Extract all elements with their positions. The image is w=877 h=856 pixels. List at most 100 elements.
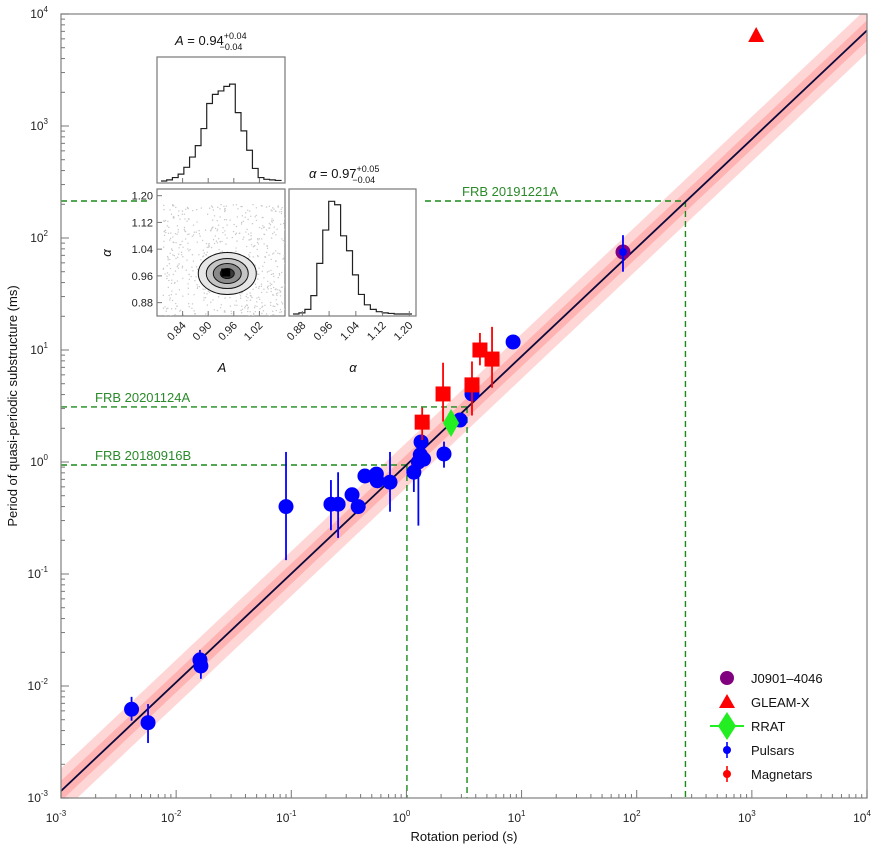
inset-sample-dot xyxy=(286,271,287,272)
y-tick-label: 104 xyxy=(30,5,48,21)
inset-sample-dot xyxy=(210,301,212,303)
inset-sample-dot xyxy=(232,204,234,206)
inset-sample-dot xyxy=(242,238,244,241)
inset-sample-dot xyxy=(223,208,226,210)
fit-confidence-bands xyxy=(61,14,867,798)
inset-sample-dot xyxy=(241,305,243,307)
inset-sample-dot xyxy=(185,208,187,211)
inset-sample-dot xyxy=(287,327,288,328)
inset-sample-dot xyxy=(271,210,273,212)
pulsar-marker xyxy=(416,451,432,467)
inset-sample-dot xyxy=(166,308,168,310)
inset-sample-dot xyxy=(261,321,262,322)
inset-sample-dot xyxy=(278,274,281,276)
inset-sample-dot xyxy=(173,205,175,207)
inset-sample-dot xyxy=(166,277,168,280)
inset-sample-dot xyxy=(171,204,174,206)
inset-sample-dot xyxy=(224,210,226,213)
inset-sample-dot xyxy=(265,206,268,208)
inset-sample-dot xyxy=(279,291,281,293)
title-plus-error: +0.04 xyxy=(224,31,247,41)
inset-sample-dot xyxy=(167,257,169,259)
inset-sample-dot xyxy=(247,233,250,235)
inset-sample-dot xyxy=(247,306,249,309)
inset-sample-dot xyxy=(275,293,278,295)
inset-sample-dot xyxy=(281,325,282,326)
inset-a-histogram xyxy=(161,83,282,182)
magnetar-marker xyxy=(464,377,480,393)
inset-sample-dot xyxy=(274,210,277,212)
inset-sample-dot xyxy=(169,209,171,211)
inset-sample-dot xyxy=(261,305,264,307)
inset-sample-dot xyxy=(176,305,178,308)
inset-sample-dot xyxy=(203,292,206,294)
inset-sample-dot xyxy=(202,288,204,290)
inset-sample-dot xyxy=(217,224,220,226)
inset-sample-dot xyxy=(171,249,174,252)
inset-sample-dot xyxy=(191,254,194,256)
inset-sample-dot xyxy=(235,247,237,249)
inset-sample-dot xyxy=(164,229,167,232)
magnetar-marker xyxy=(414,414,430,430)
inset-alpha-tick-label: 0.96 xyxy=(312,320,336,344)
inset-sample-dot xyxy=(272,305,274,307)
inset-sample-dot xyxy=(224,318,225,319)
inset-sample-dot xyxy=(263,277,265,279)
inset-sample-dot xyxy=(254,216,256,218)
x-tick-label: 10-1 xyxy=(276,809,297,825)
inset-sample-dot xyxy=(256,305,258,308)
frb-guide xyxy=(61,464,408,798)
inset-sample-dot xyxy=(235,225,238,228)
inset-sample-dot xyxy=(234,233,237,236)
pulsar-marker xyxy=(330,496,346,512)
inset-sample-dot xyxy=(254,305,256,307)
inset-sample-dot xyxy=(211,219,214,221)
inset-sample-dot xyxy=(239,232,241,234)
inset-sample-dot xyxy=(282,222,285,225)
inset-sample-dot xyxy=(181,319,182,320)
inset-sample-dot xyxy=(280,212,283,215)
inset-sample-dot xyxy=(169,239,171,241)
inset-alpha-y-tick-label: 1.04 xyxy=(132,244,153,256)
inset-sample-dot xyxy=(229,305,232,307)
inset-sample-dot xyxy=(240,312,243,314)
legend-label: Pulsars xyxy=(751,743,795,758)
inset-sample-dot xyxy=(162,246,165,248)
inset-sample-dot xyxy=(260,283,263,285)
pulsar-marker xyxy=(278,499,294,515)
inset-sample-dot xyxy=(269,301,272,304)
inset-sample-dot xyxy=(189,322,190,323)
tick-exponent: -1 xyxy=(289,809,297,818)
inset-sample-dot xyxy=(264,304,266,307)
inset-sample-dot xyxy=(168,279,170,282)
inset-sample-dot xyxy=(188,273,190,275)
inset-sample-dot xyxy=(166,225,169,227)
pulsar-marker xyxy=(140,715,156,731)
inset-sample-dot xyxy=(258,298,261,300)
inset-sample-dot xyxy=(267,280,269,283)
inset-sample-dot xyxy=(286,213,287,214)
inset-sample-dot xyxy=(283,242,285,244)
legend-marker-dot xyxy=(723,746,731,754)
inset-sample-dot xyxy=(212,209,215,211)
inset-sample-dot xyxy=(171,290,173,292)
inset-sample-dot xyxy=(177,214,180,217)
legend-marker-dot xyxy=(723,770,731,778)
pulsar-marker xyxy=(350,499,366,515)
inset-sample-dot xyxy=(256,238,259,240)
inset-sample-dot xyxy=(184,238,187,240)
inset-sample-dot xyxy=(247,297,249,299)
inset-sample-dot xyxy=(165,315,167,316)
inset-sample-dot xyxy=(280,325,281,326)
inset-alpha-tick-label: 1.20 xyxy=(392,320,416,344)
pulsar-marker xyxy=(618,247,627,256)
inset-sample-dot xyxy=(233,223,235,226)
inset-sample-dot xyxy=(236,240,238,242)
inset-sample-dot xyxy=(277,206,279,208)
inset-sample-dot xyxy=(258,226,261,229)
corner-plot-inset: 0.84 0.90 0.96 1.020.880.880.960.961.041.04… xyxy=(99,31,417,375)
legend-entry: J0901–4046 xyxy=(720,671,823,686)
inset-sample-dot xyxy=(270,269,272,272)
inset-sample-dot xyxy=(273,252,275,254)
